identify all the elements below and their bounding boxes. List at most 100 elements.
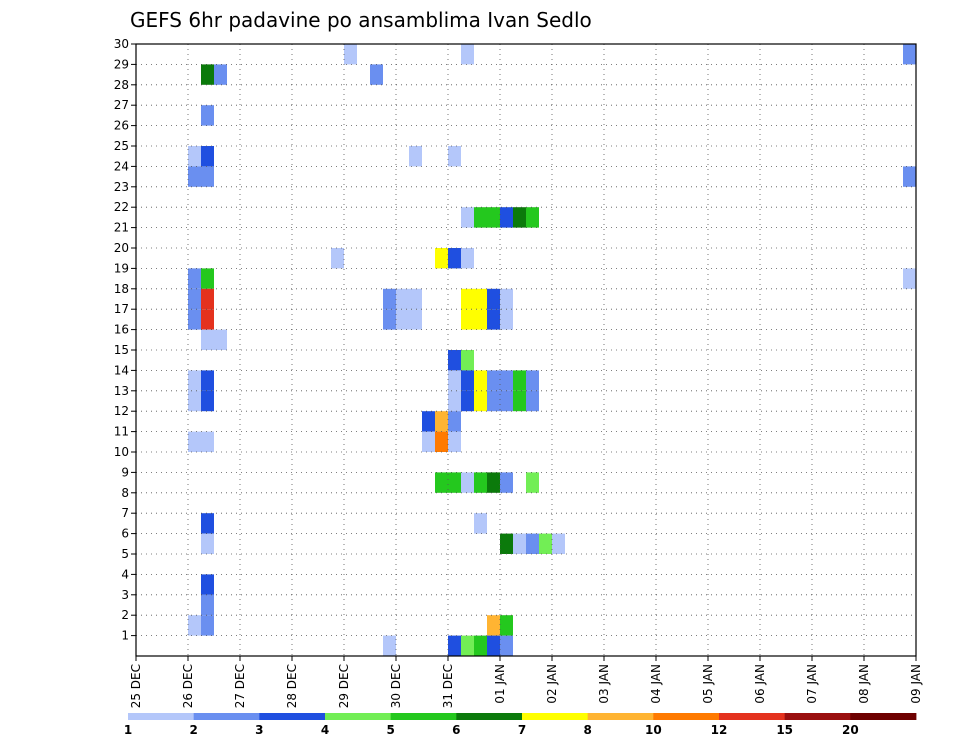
precip-cell bbox=[383, 635, 396, 656]
x-tick-label: 31 DEC bbox=[441, 664, 455, 708]
precip-cell bbox=[903, 44, 916, 65]
y-tick-label: 28 bbox=[114, 78, 129, 92]
precip-cell bbox=[422, 431, 435, 452]
precip-cell bbox=[201, 166, 214, 187]
y-tick-label: 14 bbox=[114, 363, 129, 377]
precip-cell bbox=[526, 390, 539, 412]
colorbar-label: 6 bbox=[452, 723, 460, 737]
precip-cell bbox=[435, 431, 448, 452]
precip-cell bbox=[448, 411, 461, 432]
precip-cell bbox=[396, 288, 409, 310]
precip-cell bbox=[500, 533, 513, 554]
precip-cell bbox=[474, 390, 487, 412]
colorbar-swatch bbox=[653, 713, 720, 720]
precip-cell bbox=[188, 268, 201, 289]
colorbar-swatch bbox=[784, 713, 851, 720]
y-tick-label: 27 bbox=[114, 98, 129, 112]
precip-cell bbox=[188, 146, 201, 167]
y-tick-label: 30 bbox=[114, 37, 129, 51]
y-tick-label: 21 bbox=[114, 221, 129, 235]
precip-cell bbox=[370, 64, 383, 85]
precip-cell bbox=[552, 533, 565, 554]
x-tick-label: 05 JAN bbox=[701, 664, 715, 704]
precip-cell bbox=[513, 533, 526, 554]
precip-cell bbox=[448, 390, 461, 412]
y-axis-ticks: 1234567891011121314151617181920212223242… bbox=[114, 37, 136, 643]
precip-cell bbox=[474, 635, 487, 656]
precip-cell bbox=[487, 615, 500, 636]
precip-cell bbox=[461, 370, 474, 391]
x-tick-label: 04 JAN bbox=[649, 664, 663, 704]
precip-cell bbox=[422, 411, 435, 432]
x-tick-label: 09 JAN bbox=[909, 664, 923, 704]
y-tick-label: 12 bbox=[114, 404, 129, 418]
colorbar-label: 2 bbox=[189, 723, 197, 737]
y-tick-label: 22 bbox=[114, 200, 129, 214]
precip-cell bbox=[448, 350, 461, 371]
precip-cell bbox=[474, 513, 487, 534]
x-tick-label: 07 JAN bbox=[805, 664, 819, 704]
colorbar-swatch bbox=[390, 713, 457, 720]
precip-cell bbox=[513, 390, 526, 412]
precip-cell bbox=[331, 248, 344, 269]
x-tick-label: 08 JAN bbox=[857, 664, 871, 704]
precip-cell bbox=[344, 44, 357, 65]
colorbar-label: 12 bbox=[711, 723, 728, 737]
colorbar-swatch bbox=[719, 713, 786, 720]
y-tick-label: 25 bbox=[114, 139, 129, 153]
precip-cell bbox=[461, 390, 474, 412]
colorbar-swatch bbox=[325, 713, 392, 720]
precip-cell bbox=[461, 207, 474, 228]
precip-cell bbox=[435, 248, 448, 269]
precip-cell bbox=[461, 635, 474, 656]
precip-cell bbox=[526, 472, 539, 493]
y-tick-label: 20 bbox=[114, 241, 129, 255]
precip-cell bbox=[188, 309, 201, 330]
precip-cell bbox=[487, 472, 500, 493]
precip-cell bbox=[188, 166, 201, 187]
colorbar-legend: 1 2 3 4 5 6 7 8 10 12 15 20 bbox=[124, 713, 917, 737]
colorbar-label: 8 bbox=[583, 723, 591, 737]
precip-cell bbox=[539, 533, 552, 554]
precip-cell bbox=[201, 533, 214, 554]
precip-cell bbox=[461, 248, 474, 269]
colorbar-swatch bbox=[456, 713, 523, 720]
precip-cell bbox=[461, 309, 474, 330]
precip-cell bbox=[526, 533, 539, 554]
precip-cell bbox=[188, 288, 201, 310]
precip-cell bbox=[201, 105, 214, 126]
precip-cell bbox=[474, 309, 487, 330]
precip-cell bbox=[474, 472, 487, 493]
x-tick-label: 27 DEC bbox=[233, 664, 247, 708]
precip-cell bbox=[474, 288, 487, 310]
x-tick-label: 28 DEC bbox=[285, 664, 299, 708]
colorbar-swatch bbox=[128, 713, 195, 720]
precip-cell bbox=[383, 309, 396, 330]
precip-cell bbox=[201, 268, 214, 289]
precip-cell bbox=[500, 207, 513, 228]
y-tick-label: 16 bbox=[114, 323, 129, 337]
precip-cell bbox=[500, 615, 513, 636]
y-tick-label: 6 bbox=[121, 527, 129, 541]
y-tick-label: 17 bbox=[114, 302, 129, 316]
precip-cell bbox=[409, 146, 422, 167]
y-tick-label: 13 bbox=[114, 384, 129, 398]
precip-cell bbox=[435, 472, 448, 493]
y-tick-label: 9 bbox=[121, 465, 129, 479]
precip-cell bbox=[474, 207, 487, 228]
precip-cell bbox=[188, 390, 201, 412]
precip-cell bbox=[526, 207, 539, 228]
precip-cell bbox=[500, 472, 513, 493]
y-tick-label: 24 bbox=[114, 159, 129, 173]
precip-cell bbox=[201, 594, 214, 616]
colorbar-swatch bbox=[193, 713, 260, 720]
precip-cell bbox=[201, 390, 214, 412]
x-tick-label: 06 JAN bbox=[753, 664, 767, 704]
precip-cell bbox=[474, 370, 487, 391]
precip-cell bbox=[448, 472, 461, 493]
precip-cell bbox=[448, 635, 461, 656]
precip-cell bbox=[201, 574, 214, 595]
y-tick-label: 5 bbox=[121, 547, 129, 561]
precip-cell bbox=[513, 370, 526, 391]
colorbar-swatch bbox=[587, 713, 654, 720]
